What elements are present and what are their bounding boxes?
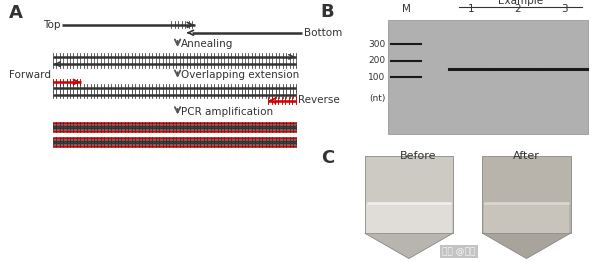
Text: Bottom: Bottom (304, 28, 342, 38)
Text: (nt): (nt) (369, 94, 385, 103)
Text: PCR amplification: PCR amplification (181, 107, 273, 117)
Polygon shape (365, 233, 453, 259)
Text: Top: Top (43, 20, 61, 30)
Text: Forward: Forward (9, 70, 51, 80)
Polygon shape (482, 233, 571, 259)
Bar (366, 204, 452, 233)
Text: 1: 1 (467, 4, 474, 14)
Text: A: A (8, 4, 22, 22)
Text: 100: 100 (368, 73, 385, 82)
Text: B: B (320, 3, 334, 21)
Text: M: M (401, 4, 410, 14)
Bar (484, 204, 569, 233)
Text: Overlapping extension: Overlapping extension (181, 70, 299, 80)
Text: Before: Before (400, 151, 436, 161)
Text: Annealing: Annealing (181, 39, 233, 49)
Text: 300: 300 (368, 40, 385, 48)
Text: Reverse: Reverse (298, 95, 340, 105)
Bar (388, 20, 588, 134)
Text: 3: 3 (562, 4, 568, 14)
Text: Example: Example (498, 0, 543, 6)
Text: C: C (320, 149, 334, 167)
Text: 200: 200 (368, 56, 385, 65)
Text: 2: 2 (514, 4, 521, 14)
Bar (365, 156, 453, 233)
Text: After: After (513, 151, 540, 161)
Bar (482, 156, 571, 233)
Text: 知乎 @邛辉: 知乎 @邛辉 (442, 247, 476, 256)
